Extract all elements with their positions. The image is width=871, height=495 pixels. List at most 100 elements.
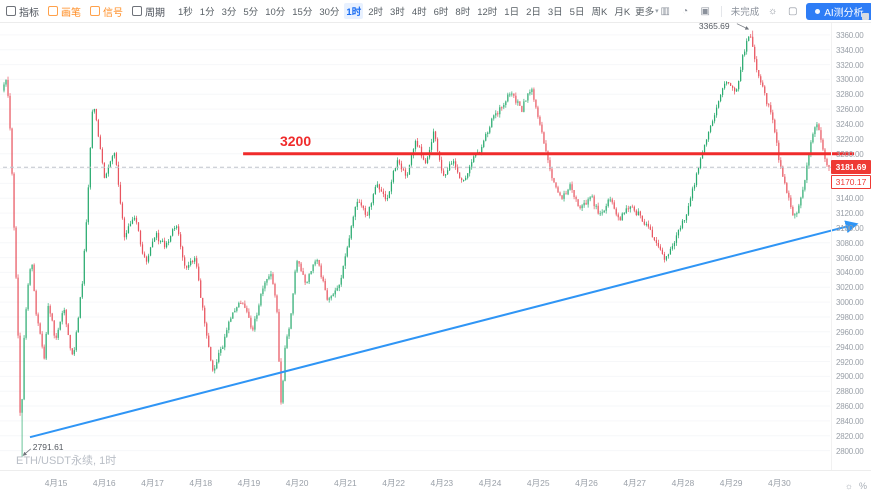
price-axis-label: 3120.00 (836, 209, 864, 219)
toolbar-item-period[interactable]: 周期 (132, 4, 165, 19)
price-axis-label: 3360.00 (836, 30, 864, 40)
toolbar-item-label: 画笔 (61, 7, 81, 19)
timeframe-button[interactable]: 15分 (292, 7, 313, 18)
timeframe-button[interactable]: 3时 (390, 7, 405, 18)
toolbar-item-label: 信号 (103, 7, 123, 19)
time-axis-label: 4月15 (44, 478, 68, 488)
timeframe-button[interactable]: 1分 (199, 7, 215, 18)
price-axis-label: 3200.00 (836, 149, 864, 159)
price-axis-label: 3040.00 (836, 268, 864, 278)
price-axis-label: 2880.00 (836, 387, 864, 397)
mark-price-badge: 3170.17 (831, 175, 871, 190)
toolbar-item-indicators[interactable]: 指标 (6, 4, 39, 19)
axis-corner: ☼ % (845, 481, 867, 491)
high-price-label: 3365.69 (698, 20, 730, 31)
time-axis-label: 4月29 (719, 478, 743, 488)
toolbar-item-signals[interactable]: 信号 (90, 4, 123, 19)
fullscreen-icon[interactable]: ▢ (787, 5, 798, 17)
timeframe-button[interactable]: 5分 (243, 7, 259, 18)
timeframe-button[interactable]: 10分 (265, 7, 286, 18)
chevron-down-icon: ▾ (655, 8, 659, 15)
alert-icon[interactable]: ◔ (682, 5, 689, 17)
time-axis-label: 4月22 (382, 478, 405, 488)
price-axis-label: 2980.00 (836, 312, 864, 322)
time-axis[interactable]: 4月15 4月16 4月17 4月18 4月19 4月20 4月21 4月22 4月23 4月24… (0, 470, 871, 495)
toolbar-item-drawing-tools[interactable]: 画笔 (48, 4, 81, 19)
price-axis-label: 3080.00 (836, 238, 864, 248)
timeframe-button[interactable]: 8时 (455, 7, 471, 18)
toolbar-item-label: 指标 (19, 7, 39, 19)
price-axis-label: 2860.00 (836, 402, 864, 412)
price-axis-label: 2940.00 (836, 342, 864, 352)
last-price-badge: 3181.69 (831, 160, 871, 175)
price-axis-label: 3220.00 (836, 134, 864, 144)
timeframe-button[interactable]: 1时 (344, 3, 364, 19)
price-axis-label: 3280.00 (836, 90, 864, 100)
more-timeframes-button[interactable]: 更多 ▾ (635, 4, 659, 18)
price-axis-label: 2920.00 (836, 357, 864, 367)
timeframe-button[interactable]: 12时 (477, 7, 498, 18)
settings-icon[interactable]: ☼ (768, 5, 778, 17)
more-label: 更多 (635, 7, 655, 18)
timeframe-button[interactable]: 2日 (526, 7, 541, 18)
ai-icon (815, 8, 821, 14)
timeframe-group: 1秒 1分 3分 5分 10分 15分 30分 1时 2时 3时 4时 6时 8时 12时 1日 2日 3日 5日… (176, 3, 635, 19)
toolbar-left-group: 指标 画笔 信号 周期 (6, 4, 165, 19)
timeframe-button[interactable]: 1日 (504, 7, 520, 18)
screenshot-icon[interactable]: ▣ (700, 5, 710, 17)
time-axis-label: 4月26 (575, 478, 598, 488)
toolbar-divider (720, 5, 722, 17)
price-axis-label: 2800.00 (836, 446, 864, 456)
timeframe-button[interactable]: 3日 (547, 7, 563, 18)
compare-icon[interactable]: ▥ (660, 5, 670, 17)
toolbar-right-group: ▥ ◔ ▣ 未完成 ☼ ▢ AI测分析 (659, 2, 871, 20)
unfinished-candle-toggle[interactable]: 未完成 (730, 7, 760, 18)
corner-rail (862, 3, 869, 20)
ai-analysis-button[interactable]: AI测分析 (806, 2, 871, 20)
time-axis-label: 4月17 (141, 478, 164, 488)
signals-icon (90, 6, 100, 16)
percent-scale-icon[interactable]: % (858, 481, 867, 491)
timeframe-button[interactable]: 3分 (221, 7, 237, 18)
ai-button-label: AI测分析 (824, 7, 864, 19)
panel-toggle-icon[interactable] (862, 3, 869, 10)
price-axis-label: 2900.00 (836, 372, 864, 382)
price-axis-label: 3000.00 (836, 298, 864, 308)
time-axis-label: 4月21 (334, 478, 357, 488)
time-axis-label: 4月19 (237, 478, 261, 488)
axis-settings-icon[interactable]: ☼ (844, 481, 853, 491)
panel-collapse-icon[interactable] (862, 13, 869, 20)
indicators-icon (6, 6, 16, 16)
time-axis-label: 4月25 (526, 478, 550, 488)
time-axis-label: 4月30 (768, 478, 791, 488)
time-axis-label: 4月20 (285, 478, 309, 488)
price-axis-label: 3020.00 (836, 283, 864, 293)
timeframe-button[interactable]: 5日 (569, 7, 585, 18)
price-axis-label: 3300.00 (836, 75, 864, 85)
toolbar-item-label: 周期 (145, 7, 165, 19)
price-axis[interactable]: 3360.00 3340.00 3320.00 3300.00 3280.00 3260.… (831, 22, 871, 471)
timeframe-button[interactable]: 30分 (319, 7, 340, 18)
price-axis-label: 3340.00 (836, 45, 864, 55)
timeframe-button[interactable]: 2时 (368, 7, 384, 18)
price-axis-label: 3240.00 (836, 119, 864, 129)
time-axis-label: 4月24 (478, 478, 502, 488)
drawing-tools-icon (48, 6, 58, 16)
price-axis-label: 3100.00 (836, 223, 864, 233)
chart-toolbar: 指标 画笔 信号 周期 1秒 1分 3分 5分 10分 15分 30分 1时 2时 3时 4时 6时 8时 12… (0, 0, 871, 23)
time-axis-label: 4月27 (623, 478, 647, 488)
time-axis-label: 4月23 (430, 478, 454, 488)
resistance-price-label[interactable]: 3200 (279, 132, 312, 149)
timeframe-button[interactable]: 1秒 (178, 7, 193, 18)
symbol-watermark: ETH/USDT永续, 1时 (16, 455, 117, 467)
timeframe-button[interactable]: 月K (614, 7, 631, 18)
timeframe-button[interactable]: 6时 (433, 7, 449, 18)
time-axis-label: 4月18 (189, 478, 213, 488)
price-axis-label: 2960.00 (836, 327, 864, 337)
price-axis-label: 3320.00 (836, 60, 864, 70)
price-axis-label: 3060.00 (836, 253, 864, 263)
timeframe-button[interactable]: 4时 (411, 7, 427, 18)
timeframe-button[interactable]: 周K (591, 7, 608, 18)
